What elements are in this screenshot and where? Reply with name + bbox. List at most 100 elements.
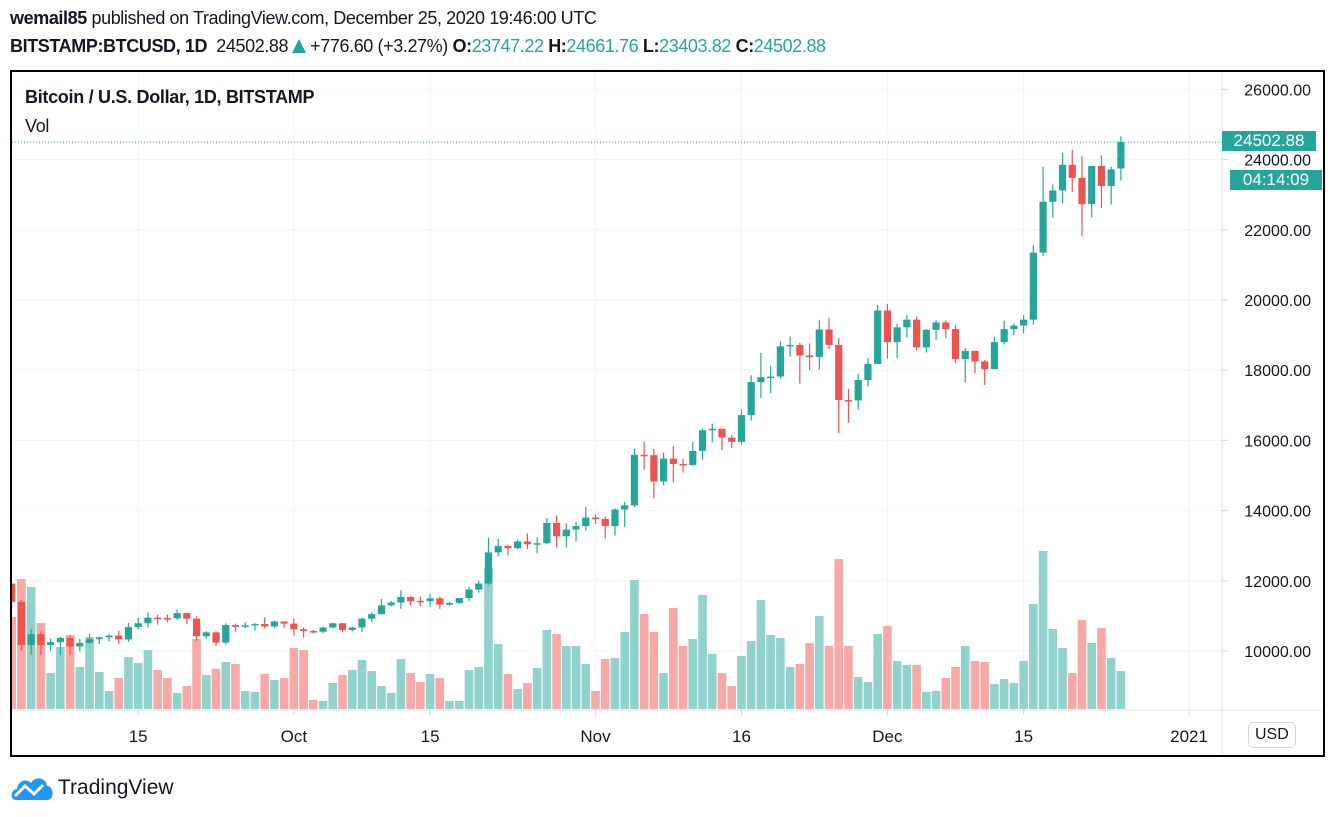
volume-bar — [649, 632, 659, 709]
candle-body — [319, 627, 327, 632]
volume-bar — [892, 661, 902, 709]
brand-name: TradingView — [58, 776, 174, 799]
candle-body — [368, 614, 376, 619]
candle-body — [621, 505, 629, 510]
y-tick-label: 12000.00 — [1244, 574, 1311, 591]
candle-body — [640, 454, 648, 457]
candle-body — [124, 627, 133, 640]
candle-body — [348, 627, 356, 630]
candle-body — [504, 546, 512, 549]
volume-bar — [1077, 620, 1087, 709]
candle-body — [844, 400, 853, 402]
candle-body — [708, 428, 716, 431]
volume-bar — [124, 657, 133, 709]
candle-body — [475, 583, 483, 590]
volume-bar — [824, 646, 834, 709]
time-axis[interactable]: 15 Oct 15 Nov 16 Dec 15 2021 — [129, 710, 1208, 746]
volume-bar — [75, 667, 85, 709]
volume-bar — [591, 691, 600, 709]
candle-body — [37, 634, 45, 646]
candle-body — [767, 376, 775, 379]
candle-body — [144, 617, 152, 624]
low-label: L: — [642, 36, 660, 56]
candle-body — [630, 454, 639, 506]
candle-body — [981, 361, 989, 370]
candle-body — [903, 319, 911, 328]
volume-bar — [1087, 643, 1097, 709]
tradingview-cloud-icon — [11, 778, 53, 800]
volume-bar — [630, 580, 639, 709]
volume-bar — [182, 686, 192, 709]
volume-bar — [367, 671, 377, 709]
volume-bar — [454, 701, 464, 709]
volume-bar — [776, 638, 785, 709]
volume-bar — [347, 670, 357, 709]
volume-bar — [46, 673, 55, 709]
volume-bar — [532, 668, 542, 709]
candle-body — [436, 598, 444, 605]
volume-bar — [260, 674, 269, 709]
candle-body — [173, 613, 181, 619]
chart-frame — [10, 70, 1325, 757]
low-value: 23403.82 — [659, 36, 731, 56]
volume-bar — [863, 682, 873, 709]
candle-body — [893, 327, 901, 343]
candle-body — [1049, 190, 1057, 202]
candle-body — [747, 382, 755, 416]
volume-bar — [873, 634, 882, 709]
volume-bar — [396, 659, 406, 709]
y-tick-label: 22000.00 — [1244, 223, 1311, 240]
publish-info: wemail85 published on TradingView.com, D… — [10, 8, 597, 29]
volume-bar — [445, 701, 454, 709]
volume-bar — [931, 691, 941, 709]
candle-body — [971, 350, 979, 362]
candle-body — [805, 355, 814, 357]
currency-badge[interactable]: USD — [1248, 722, 1296, 748]
candle-body — [358, 618, 366, 628]
candle-body — [115, 635, 123, 640]
volume-bar — [231, 664, 240, 709]
volume-bar — [1106, 658, 1116, 709]
open-value: 23747.22 — [471, 36, 544, 56]
volume-bar — [610, 658, 620, 709]
high-value: 24661.76 — [566, 36, 639, 56]
volume-bar — [669, 608, 678, 709]
volume-bar — [688, 639, 698, 709]
candle-body — [961, 350, 969, 359]
volume-bar — [1048, 629, 1058, 709]
symbol-info: BITSTAMP:BTCUSD, 1D 24502.88 +776.60 (+3.… — [10, 36, 826, 57]
tradingview-logo[interactable]: TradingView — [10, 774, 174, 802]
candle-body — [689, 450, 697, 465]
volume-bar — [406, 673, 415, 709]
volume-bar — [756, 600, 766, 709]
close-label: C: — [735, 36, 755, 56]
candle-body — [582, 517, 590, 527]
volume-bar — [678, 646, 688, 709]
volume-bar — [805, 643, 814, 709]
volume-bar — [435, 678, 445, 709]
y-tick-label: 14000.00 — [1244, 504, 1311, 521]
candle-body — [601, 519, 609, 527]
candle-body — [338, 623, 347, 630]
candle-body — [300, 629, 308, 631]
candle-body — [718, 428, 726, 438]
volume-bar — [12, 617, 17, 709]
volume-bar — [338, 675, 347, 709]
candle-body — [1000, 329, 1008, 343]
candle-body — [47, 642, 55, 646]
candle-body — [825, 329, 833, 345]
candle-body — [679, 463, 687, 466]
candle-body — [514, 541, 522, 549]
volume-bar — [318, 701, 328, 709]
volume-bar — [503, 674, 513, 709]
volume-bar — [698, 595, 707, 709]
volume-bar — [250, 692, 260, 709]
candle-body — [426, 598, 434, 602]
volume-bar — [1058, 648, 1067, 709]
candle-body — [280, 621, 288, 624]
price-axis[interactable]: 10000.00 12000.00 14000.00 16000.00 18000.00… — [1222, 82, 1311, 661]
candle-body — [134, 623, 142, 628]
candle-body — [1039, 201, 1047, 253]
published-text: published on TradingView.com, December 2… — [91, 8, 597, 28]
